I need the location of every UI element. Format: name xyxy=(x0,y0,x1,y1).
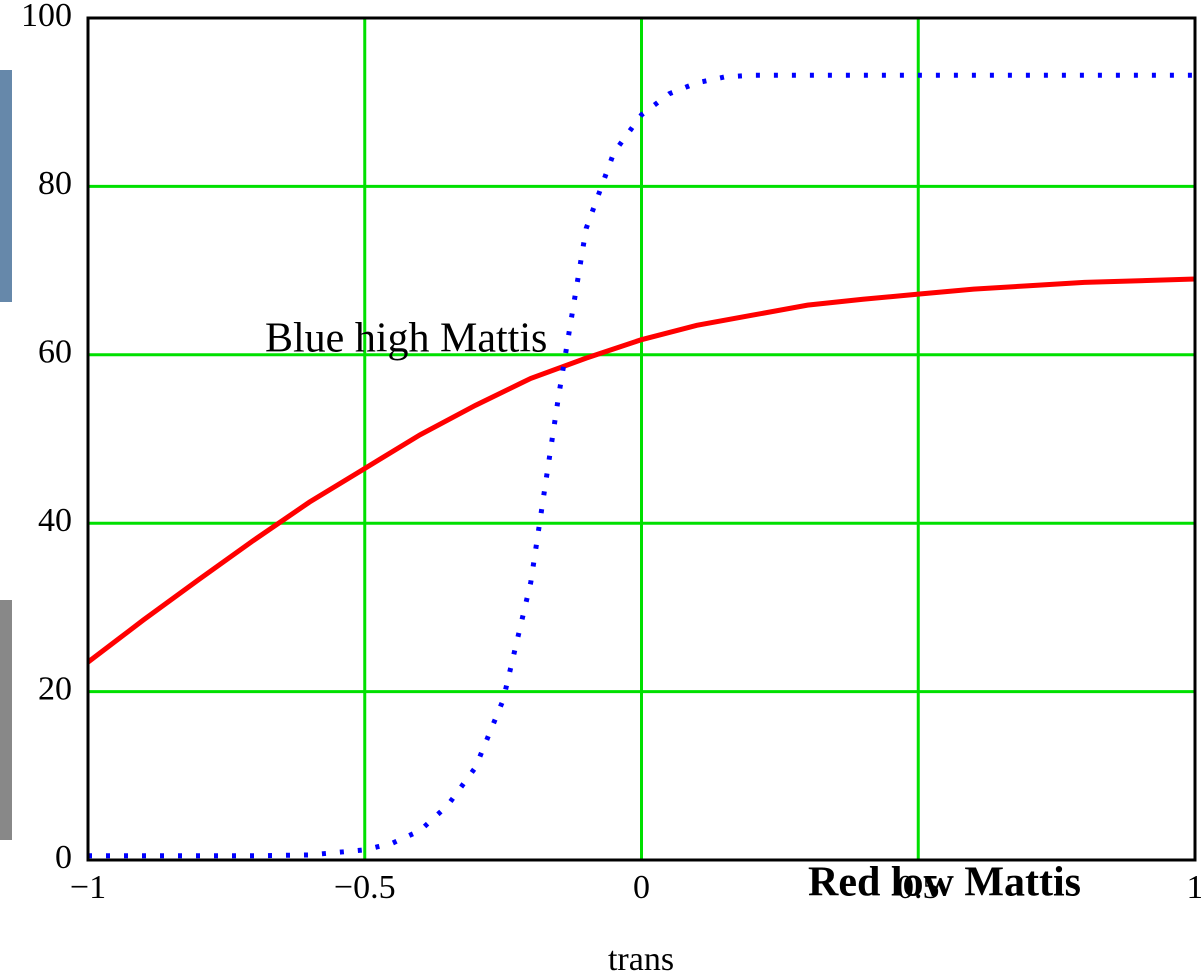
x-axis-label: trans xyxy=(608,941,674,978)
x-tick-label: −1 xyxy=(70,869,106,906)
series-line xyxy=(86,276,1196,665)
y-tick-label: 40 xyxy=(38,502,72,539)
plot-frame xyxy=(86,16,1197,862)
annotation: Red low Mattis xyxy=(808,860,1081,906)
y-tick-label: 20 xyxy=(38,670,72,707)
x-tick-label: 0 xyxy=(633,869,650,906)
x-tick-label: 0.5 xyxy=(897,869,940,906)
y-tick-label: 100 xyxy=(21,0,72,34)
y-tick-label: 80 xyxy=(38,165,72,202)
x-tick-label: 1 xyxy=(1187,869,1201,906)
y-tick-label: 60 xyxy=(38,334,72,371)
x-tick-label: −0.5 xyxy=(334,869,396,906)
annotation: Blue high Mattis xyxy=(265,316,547,362)
y-tick-label: 0 xyxy=(55,839,72,876)
side-image xyxy=(0,600,12,840)
side-image xyxy=(0,70,12,302)
